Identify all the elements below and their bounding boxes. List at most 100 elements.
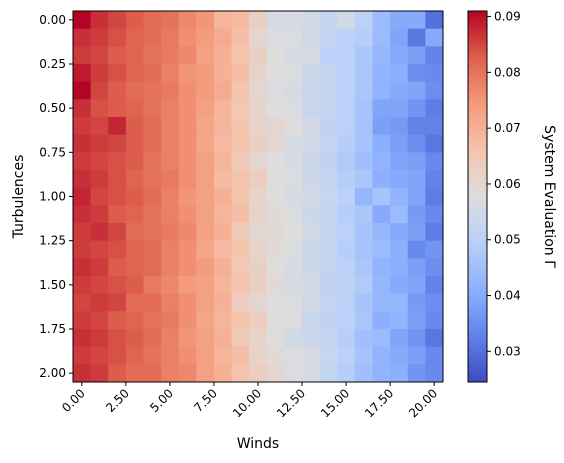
heatmap-cell <box>143 205 162 224</box>
heatmap-cell <box>231 276 250 295</box>
heatmap-cell <box>249 170 268 189</box>
heatmap-cell <box>407 134 426 153</box>
heatmap-cell <box>302 81 321 100</box>
heatmap-cell <box>337 81 356 100</box>
heatmap-cell <box>90 293 109 312</box>
heatmap-cell <box>196 187 215 206</box>
heatmap-cell <box>73 311 92 330</box>
heatmap-cell <box>125 329 144 348</box>
heatmap-cell <box>196 152 215 171</box>
heatmap-cell <box>213 223 233 242</box>
heatmap-cell <box>354 311 374 330</box>
heatmap-cell <box>249 329 268 348</box>
heatmap-cell <box>231 205 250 224</box>
heatmap-cell <box>425 152 444 171</box>
heatmap-cell <box>161 64 180 83</box>
heatmap-cell <box>231 11 250 30</box>
heatmap-cell <box>337 346 356 365</box>
heatmap-cell <box>372 46 391 65</box>
colorbar-tick-label: 0.04 <box>494 289 521 303</box>
heatmap-cell <box>390 258 409 277</box>
heatmap-cell <box>284 205 303 224</box>
heatmap-cell <box>284 64 303 83</box>
heatmap-cell <box>143 11 162 30</box>
heatmap-cell <box>372 223 391 242</box>
heatmap-cell <box>161 205 180 224</box>
heatmap-cell <box>390 99 409 118</box>
heatmap-cell <box>161 311 180 330</box>
heatmap-cell <box>73 46 92 65</box>
heatmap-cell <box>213 205 233 224</box>
heatmap-cell <box>390 152 409 171</box>
heatmap-cell <box>354 170 374 189</box>
heatmap-cell <box>372 311 391 330</box>
heatmap-cell <box>425 170 444 189</box>
heatmap-cell <box>425 329 444 348</box>
heatmap-cell <box>161 258 180 277</box>
heatmap-cell <box>319 28 338 47</box>
heatmap-cell <box>337 223 356 242</box>
heatmap-cell <box>302 64 321 83</box>
heatmap-cell <box>125 205 144 224</box>
heatmap-cell <box>319 223 338 242</box>
y-tick-label: 1.00 <box>39 190 66 204</box>
heatmap-cell <box>407 276 426 295</box>
heatmap-cell <box>108 329 127 348</box>
heatmap-cell <box>266 205 285 224</box>
colorbar-label: System Evaluation Γ <box>541 125 557 268</box>
x-tick-label: 10.00 <box>230 386 264 420</box>
x-axis-label: Winds <box>237 436 279 452</box>
heatmap-cell <box>161 223 180 242</box>
heatmap-cell <box>108 170 127 189</box>
heatmap-cell <box>213 152 233 171</box>
heatmap-cell <box>302 276 321 295</box>
heatmap-cell <box>302 258 321 277</box>
heatmap-cell <box>319 152 338 171</box>
heatmap-cell <box>337 117 356 136</box>
heatmap-cell <box>73 64 92 83</box>
heatmap-cell <box>407 99 426 118</box>
heatmap-cell <box>161 117 180 136</box>
heatmap-cell <box>266 99 285 118</box>
heatmap-cell <box>249 223 268 242</box>
heatmap-cell <box>266 170 285 189</box>
heatmap-cell <box>319 240 338 259</box>
heatmap-cell <box>407 170 426 189</box>
heatmap-cell <box>284 117 303 136</box>
heatmap-cell <box>125 81 144 100</box>
heatmap-cell <box>213 258 233 277</box>
heatmap-cell <box>231 311 250 330</box>
x-tick-label: 12.50 <box>274 386 308 420</box>
heatmap-cell <box>249 311 268 330</box>
heatmap-cell <box>196 28 215 47</box>
heatmap-cell <box>196 293 215 312</box>
heatmap-cell <box>372 258 391 277</box>
y-tick-label: 0.75 <box>39 145 66 159</box>
heatmap-cell <box>284 329 303 348</box>
heatmap-cell <box>73 117 92 136</box>
colorbar-tick-label: 0.09 <box>494 10 521 24</box>
heatmap-cell <box>143 134 162 153</box>
heatmap-cell <box>108 240 127 259</box>
heatmap-cell <box>178 329 197 348</box>
heatmap-cell <box>90 170 109 189</box>
heatmap-cell <box>284 170 303 189</box>
heatmap-cell <box>302 223 321 242</box>
heatmap-cell <box>231 117 250 136</box>
heatmap-cell <box>302 28 321 47</box>
heatmap-cell <box>284 311 303 330</box>
heatmap-cell <box>337 152 356 171</box>
heatmap-cell <box>213 117 233 136</box>
heatmap-cell <box>425 258 444 277</box>
heatmap-cell <box>178 134 197 153</box>
heatmap-cell <box>196 223 215 242</box>
heatmap-cell <box>108 205 127 224</box>
heatmap-cell <box>407 28 426 47</box>
heatmap-cell <box>372 276 391 295</box>
heatmap-cell <box>108 364 127 383</box>
heatmap-cell <box>302 152 321 171</box>
heatmap-cell <box>73 187 92 206</box>
colorbar-tick-label: 0.08 <box>494 65 521 79</box>
heatmap-cell <box>337 205 356 224</box>
heatmap-cell <box>125 276 144 295</box>
